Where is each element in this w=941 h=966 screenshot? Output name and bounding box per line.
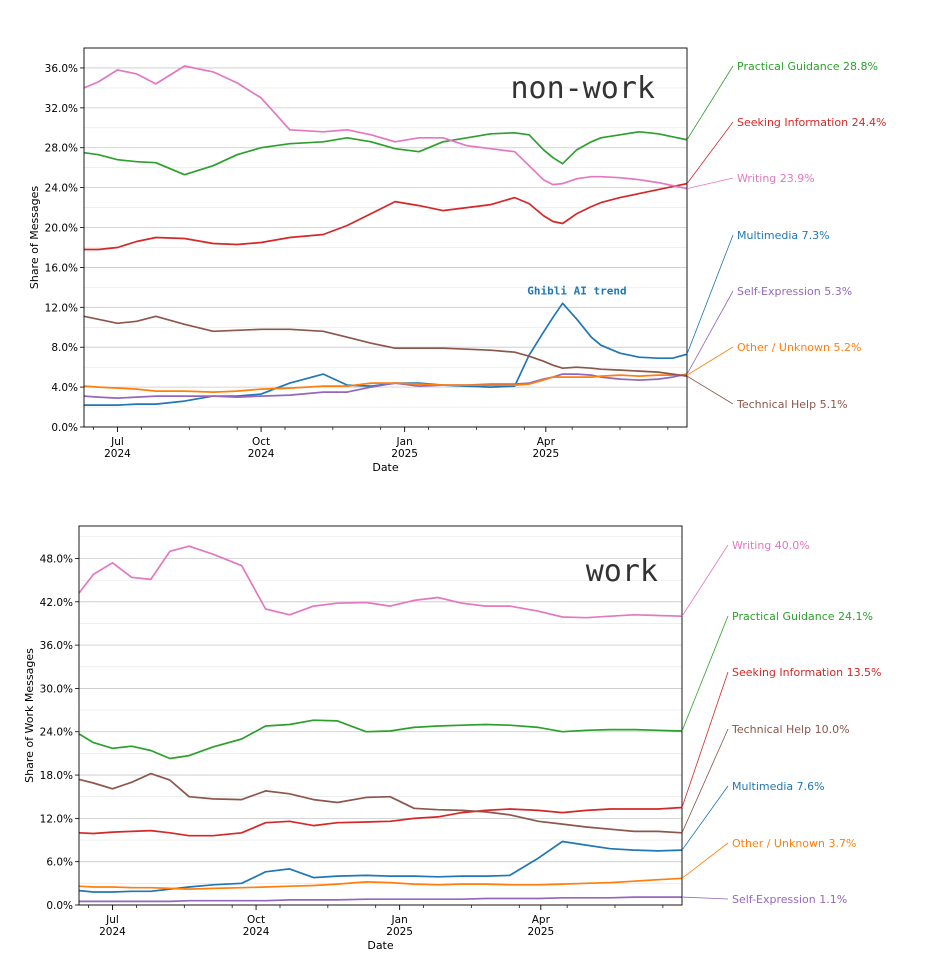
- series-lines: [84, 65, 687, 406]
- series-end-label: Technical Help 5.1%: [736, 398, 848, 411]
- series-line-technical-help: [84, 315, 687, 377]
- y-tick-label: 36.0%: [45, 63, 78, 75]
- y-tick-label: 4.0%: [51, 382, 78, 394]
- x-tick-month: Jan: [396, 436, 413, 448]
- leader-line: [681, 544, 729, 617]
- series-end-label: Writing 23.9%: [737, 172, 815, 185]
- x-tick-year: 2025: [532, 448, 559, 460]
- x-tick-month: Jul: [110, 436, 124, 448]
- series-end-label: Self-Expression 1.1%: [732, 893, 847, 906]
- x-axis-label: Date: [367, 939, 394, 952]
- y-axis-label: Share of Work Messages: [23, 648, 36, 783]
- series-end-label: Practical Guidance 24.1%: [732, 610, 873, 623]
- y-tick-label: 42.0%: [40, 597, 73, 609]
- x-tick-month: Apr: [532, 914, 551, 926]
- series-line-self-expression: [79, 896, 682, 903]
- series-line-technical-help: [79, 772, 682, 834]
- leader-line: [686, 121, 734, 184]
- y-tick-label: 36.0%: [40, 640, 73, 652]
- series-line-writing: [84, 65, 687, 190]
- series-end-label: Practical Guidance 28.8%: [737, 60, 878, 73]
- series-end-label: Seeking Information 13.5%: [732, 666, 882, 679]
- series-line-practical-guidance: [79, 719, 682, 760]
- x-tick-year: 2024: [99, 926, 126, 938]
- series-end-label: Seeking Information 24.4%: [737, 116, 887, 129]
- x-tick-month: Jul: [105, 914, 119, 926]
- series-end-label: Other / Unknown 3.7%: [732, 837, 856, 850]
- x-tick-month: Apr: [537, 436, 556, 448]
- y-tick-label: 48.0%: [40, 553, 73, 565]
- y-tick-label: 18.0%: [40, 770, 73, 782]
- series-end-label: Technical Help 10.0%: [731, 723, 850, 736]
- series-line-seeking-information: [79, 806, 682, 837]
- series-end-label: Self-Expression 5.3%: [737, 285, 852, 298]
- y-tick-label: 6.0%: [46, 857, 73, 869]
- y-tick-label: 30.0%: [40, 683, 73, 695]
- plot-frame: [83, 47, 688, 428]
- series-line-practical-guidance: [84, 130, 687, 176]
- y-tick-label: 0.0%: [46, 900, 73, 912]
- y-tick-label: 0.0%: [51, 422, 78, 434]
- x-tick-year: 2024: [104, 448, 131, 460]
- y-tick-label: 24.0%: [45, 183, 78, 195]
- series-line-writing: [79, 545, 682, 619]
- annotation-ghibli: Ghibli AI trend: [527, 284, 626, 297]
- series-line-other-unknown: [79, 877, 682, 890]
- chart-title: work: [586, 554, 658, 589]
- leader-line: [686, 346, 734, 376]
- y-tick-label: 20.0%: [45, 223, 78, 235]
- y-tick-label: 28.0%: [45, 143, 78, 155]
- leader-line: [681, 785, 729, 851]
- x-tick-month: Oct: [252, 436, 270, 448]
- series-line-seeking-information: [84, 182, 687, 251]
- x-axis-label: Date: [372, 461, 399, 474]
- series-line-multimedia: [79, 840, 682, 893]
- series-line-self-expression: [84, 373, 687, 399]
- series-end-label: Other / Unknown 5.2%: [737, 341, 861, 354]
- chart-non-work: 0.0% 4.0% 8.0% 12.0% 16.0% 20.0% 24.0% 28.0% 32.…: [28, 47, 887, 474]
- leader-line: [681, 671, 729, 808]
- series-line-other-unknown: [84, 374, 687, 393]
- leader-line: [681, 896, 729, 900]
- leader-line: [686, 234, 734, 355]
- y-tick-label: 8.0%: [51, 342, 78, 354]
- series-end-label: Multimedia 7.3%: [737, 229, 830, 242]
- y-tick-label: 16.0%: [45, 262, 78, 274]
- x-tick-year: 2025: [386, 926, 413, 938]
- y-tick-label: 24.0%: [40, 727, 73, 739]
- chart-work: 0.0% 6.0% 12.0% 18.0% 24.0% 30.0% 36.0% 42.0% 48…: [23, 525, 882, 952]
- leader-line: [681, 842, 729, 879]
- series-line-multimedia: [84, 302, 687, 406]
- y-axis-label: Share of Messages: [28, 186, 41, 290]
- leader-line: [686, 177, 734, 190]
- chart-title: non-work: [511, 71, 656, 106]
- x-tick-month: Jan: [391, 914, 408, 926]
- x-tick-year: 2024: [248, 448, 275, 460]
- x-tick-year: 2025: [391, 448, 418, 460]
- leader-line: [686, 290, 734, 375]
- leader-line: [686, 375, 734, 405]
- x-tick-year: 2025: [527, 926, 554, 938]
- y-tick-label: 32.0%: [45, 103, 78, 115]
- leader-line: [681, 615, 729, 732]
- x-tick-year: 2024: [243, 926, 270, 938]
- leader-line: [681, 728, 729, 833]
- series-lines: [79, 545, 682, 903]
- y-tick-label: 12.0%: [40, 813, 73, 825]
- series-end-label: Multimedia 7.6%: [732, 780, 825, 793]
- plot-frame: [78, 525, 683, 906]
- leader-line: [686, 65, 734, 140]
- y-tick-label: 12.0%: [45, 302, 78, 314]
- series-end-label: Writing 40.0%: [732, 539, 810, 552]
- x-tick-month: Oct: [247, 914, 265, 926]
